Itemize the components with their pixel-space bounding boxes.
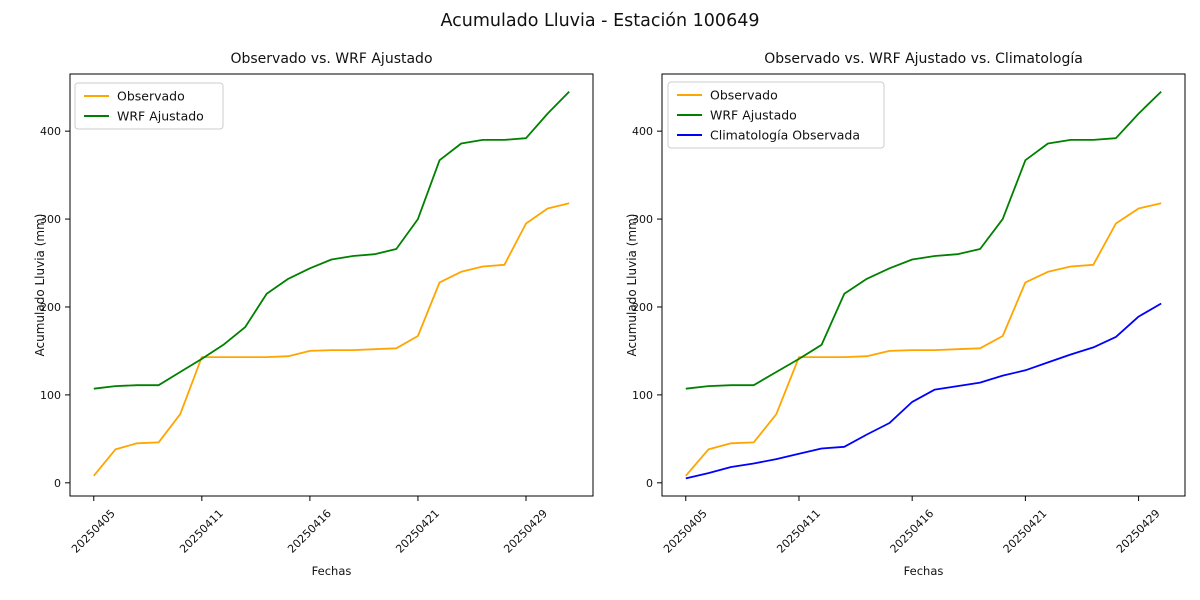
y-axis-label: Acumulado Lluvia (mm) — [625, 214, 639, 357]
y-tick-label: 300 — [40, 213, 61, 226]
series-line-wrf-ajustado — [685, 90, 1162, 390]
x-tick-label: 20250421 — [393, 507, 442, 556]
series-line-wrf-ajustado — [93, 90, 570, 390]
x-tick-label: 20250405 — [661, 507, 710, 556]
x-tick-label: 20250429 — [501, 507, 550, 556]
y-tick-label: 0 — [646, 477, 653, 490]
chart-title: Observado vs. WRF Ajustado — [230, 51, 432, 67]
legend-label: WRF Ajustado — [710, 108, 797, 123]
legend-box — [667, 81, 885, 149]
chart-title: Observado vs. WRF Ajustado vs. Climatolo… — [764, 51, 1083, 67]
legend-label: WRF Ajustado — [117, 109, 204, 124]
series-line-observado — [685, 202, 1162, 477]
x-tick-label: 20250416 — [888, 507, 937, 556]
x-tick-label: 20250411 — [177, 507, 226, 556]
series-line-observado — [93, 202, 570, 477]
x-axis-label: Fechas — [312, 564, 352, 578]
x-axis-label: Fechas — [904, 564, 944, 578]
y-axis-label: Acumulado Lluvia (mm) — [33, 214, 47, 357]
figure-title: Acumulado Lluvia - Estación 100649 — [440, 11, 760, 31]
legend-label: Observado — [710, 88, 778, 103]
x-tick-label: 20250405 — [69, 507, 118, 556]
x-tick-label: 20250411 — [774, 507, 823, 556]
plot-frame — [69, 73, 594, 497]
x-tick-label: 20250429 — [1114, 507, 1163, 556]
y-tick-label: 100 — [40, 389, 61, 402]
x-tick-label: 20250421 — [1001, 507, 1050, 556]
y-tick-label: 200 — [632, 301, 653, 314]
y-tick-label: 300 — [632, 213, 653, 226]
plot-frame — [661, 73, 1186, 497]
y-tick-label: 0 — [54, 477, 61, 490]
y-tick-label: 200 — [40, 301, 61, 314]
y-tick-label: 100 — [632, 389, 653, 402]
series-line-climatolog-a-observada — [685, 302, 1162, 480]
y-tick-label: 400 — [632, 125, 653, 138]
legend-box — [74, 82, 224, 130]
legend-label: Climatología Observada — [710, 128, 860, 143]
legend-label: Observado — [117, 89, 185, 104]
x-tick-label: 20250416 — [285, 507, 334, 556]
y-tick-label: 400 — [40, 125, 61, 138]
